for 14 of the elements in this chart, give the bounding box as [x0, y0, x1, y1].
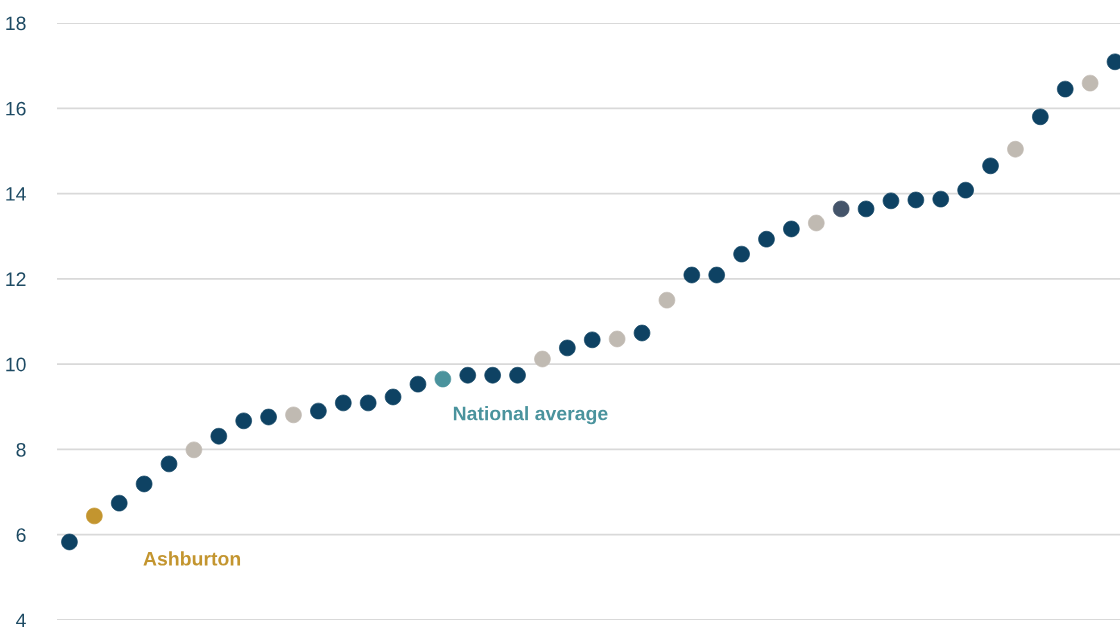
y-tick-label: 18 [6, 16, 26, 31]
y-tick-label: 6 [16, 528, 26, 542]
point [882, 192, 900, 210]
point [459, 366, 477, 384]
y-tick-label: 14 [6, 187, 26, 201]
y-tick-label: 12 [6, 272, 26, 286]
y-tick-label: 4 [16, 613, 26, 628]
y-tick-label: 16 [6, 101, 26, 116]
y-tick-label: 10 [6, 357, 26, 372]
annotation: Ashburton [143, 551, 241, 566]
point [1032, 108, 1049, 126]
y-tick-label: 8 [16, 442, 26, 457]
annotation: National average [453, 406, 608, 425]
point [1056, 80, 1074, 98]
